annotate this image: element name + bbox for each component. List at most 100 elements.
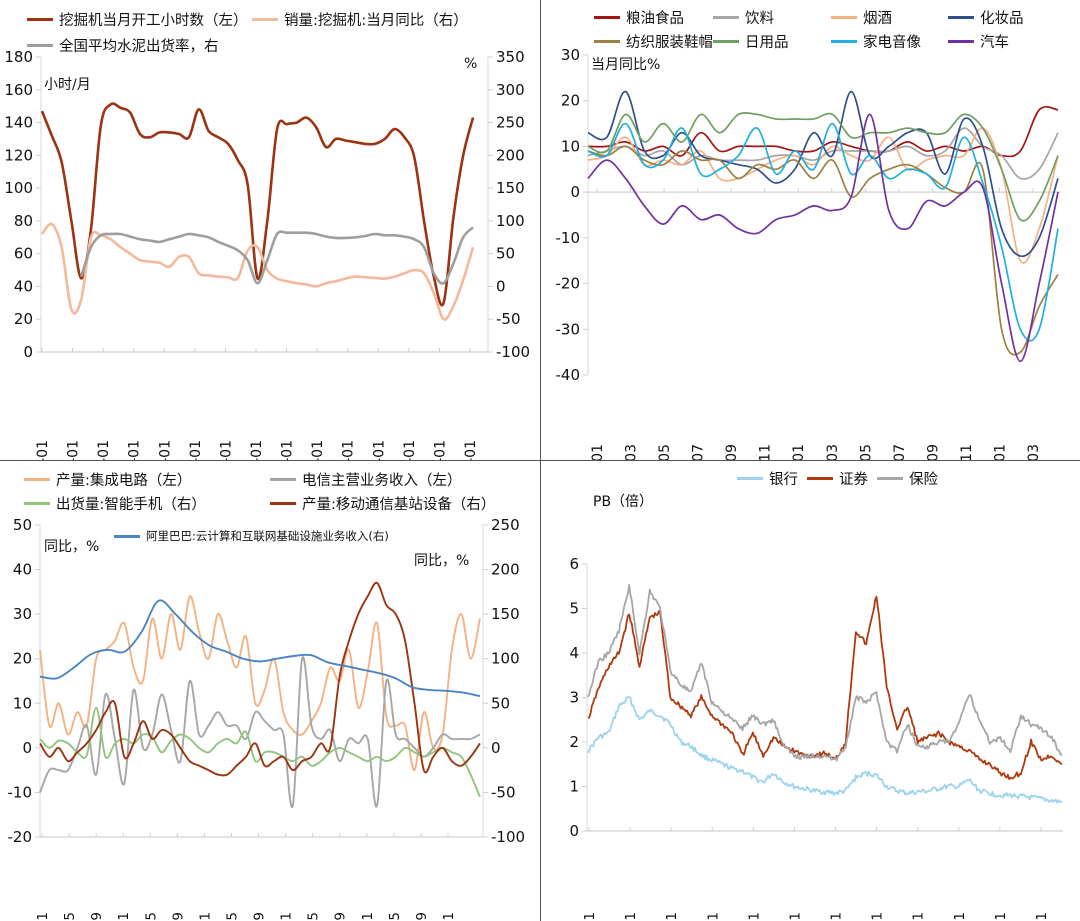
y-tick-label: 20 [14, 310, 33, 328]
chart-retail-sales: 粮油食品 饮料 烟酒 化妆品 纺织服装鞋帽 日用品 家电音像 汽车 当月同比% … [541, 0, 1080, 460]
legend-swatch [807, 477, 833, 480]
y-tick-label: 10 [13, 694, 32, 712]
y-tick-label: 1 [569, 778, 579, 796]
y-right-tick-label: -50 [491, 783, 516, 801]
y-tick-label: 0 [22, 739, 32, 757]
legend-swatch [831, 16, 857, 19]
y-tick-label: 160 [4, 81, 33, 99]
series-line-1 [39, 595, 481, 772]
y-right-tick-label: 250 [496, 114, 525, 132]
legend-item: 产量:集成电路（左） [24, 469, 191, 490]
legend-swatch [270, 502, 296, 505]
y-tick-label: 180 [4, 48, 33, 66]
y-tick-label: -20 [556, 275, 581, 293]
x-tick-label: 2019-03-01 [249, 440, 265, 460]
y-right-tick-label: 200 [496, 146, 525, 164]
x-tick-label: 2018-03 [624, 444, 640, 460]
x-tick-label: 2017-05 [224, 912, 240, 921]
x-tick-label: 2020-01 [1034, 912, 1050, 921]
legend-swatch [27, 44, 53, 47]
y-right-tick-label: 100 [496, 212, 525, 230]
legend-item: 挖掘机当月开工小时数（左） [27, 9, 248, 30]
legend-label: 保险 [909, 472, 938, 488]
y-tick-label: 60 [14, 245, 33, 263]
y-tick-label: 0 [569, 822, 579, 840]
y-right-tick-label: -100 [496, 343, 530, 361]
y-axis-label: 小时/月 [44, 77, 91, 93]
x-tick-label: 2016-09 [170, 912, 186, 921]
legend-label: 电信主营业务收入（左） [302, 473, 462, 489]
legend-label: 全国平均水泥出货率，右 [59, 39, 219, 55]
legend-swatch [948, 40, 974, 43]
y-axis-right-label: % [464, 56, 478, 72]
legend-label: 阿里巴巴:云计算和互联网基础设施业务收入(右) [146, 529, 389, 543]
legend-swatch [24, 478, 50, 481]
series-line-5 [39, 599, 481, 698]
legend-item: 银行 [737, 468, 798, 489]
legend-label: 出货量:智能手机（右） [56, 497, 206, 513]
legend-label: 汽车 [980, 35, 1009, 51]
x-tick-label: 2018-03-01 [66, 440, 82, 460]
y-tick-label: -40 [556, 366, 581, 384]
y-right-tick-label: 0 [496, 277, 506, 295]
x-tick-label: 2020-05-01 [463, 440, 479, 460]
panel-divider-horizontal [0, 460, 1080, 461]
x-tick-label: 2018-01-01 [35, 440, 51, 460]
x-tick-label: 2019-01-01 [218, 440, 234, 460]
legend-item: 化妆品 [948, 7, 1024, 28]
legend-label: 粮油食品 [626, 11, 684, 27]
y-right-tick-label: 300 [496, 81, 525, 99]
chart-financial-pb: 银行 证券 保险 PB（倍） 01234562009-012010-012011… [541, 461, 1080, 921]
chart-plot: -40 -30 -20 -10 0 10 20 30 2018-01 2018-03 2018-05… [556, 46, 1061, 460]
legend-swatch [948, 16, 974, 19]
chart-tech-telecom: 产量:集成电路（左） 电信主营业务收入（左） 出货量:智能手机（右） 产量:移动… [0, 461, 540, 921]
y-tick-label: -10 [556, 229, 581, 247]
y-tick-label: 30 [561, 46, 580, 64]
legend-item: 电信主营业务收入（左） [270, 469, 462, 490]
series-line-3 [79, 226, 474, 285]
x-tick-label: 2019-05-01 [280, 440, 296, 460]
x-tick-label: 2011-01 [664, 912, 680, 921]
legend-item: 阿里巴巴:云计算和互联网基础设施业务收入(右) [114, 528, 389, 544]
chart-plot: -20-1001020304050-100-500501001502002502… [8, 516, 526, 921]
x-tick-label: 2017-01 [911, 912, 927, 921]
y-tick-label: 20 [561, 92, 580, 110]
y-tick-label: 10 [561, 137, 580, 155]
legend-swatch [270, 478, 296, 481]
y-right-tick-label: 150 [491, 605, 520, 623]
legend-swatch [24, 502, 50, 505]
legend-swatch [114, 534, 140, 538]
x-tick-label: 2019-05 [858, 444, 874, 460]
y-tick-label: 0 [23, 343, 33, 361]
y-tick-label: -20 [8, 828, 33, 846]
x-tick-label: 2017-09 [252, 912, 268, 921]
x-tick-label: 2015-01 [829, 912, 845, 921]
x-tick-label: 2019-01 [360, 912, 376, 921]
x-tick-label: 2019-09 [414, 912, 430, 921]
x-tick-label: 2019-09 [925, 444, 941, 460]
x-tick-label: 2020-01 [992, 444, 1008, 460]
x-tick-label: 2018-05-01 [96, 440, 112, 460]
x-tick-label: 2019-07-01 [310, 440, 326, 460]
y-tick-label: 4 [569, 644, 579, 662]
series-line-2 [39, 656, 481, 809]
x-tick-label: 2016-01 [870, 912, 886, 921]
x-tick-label: 2016-01 [116, 912, 132, 921]
y-right-tick-label: -50 [496, 310, 521, 328]
legend-swatch [877, 477, 903, 480]
legend-swatch [27, 18, 53, 21]
legend-swatch [594, 16, 620, 19]
legend-item: 汽车 [948, 31, 1009, 52]
y-axis-right-label: 同比，% [414, 553, 470, 569]
series-line-8 [587, 113, 1059, 363]
legend-item: 证券 [807, 468, 868, 489]
y-tick-label: 80 [14, 212, 33, 230]
x-tick-label: 2019-11 [959, 444, 975, 460]
x-tick-label: 2018-01 [279, 912, 295, 921]
legend-label: 产量:集成电路（左） [56, 473, 192, 489]
y-tick-label: 20 [13, 650, 32, 668]
y-right-tick-label: -100 [491, 828, 525, 846]
legend-label: 纺织服装鞋帽 [626, 35, 713, 51]
x-tick-label: 2010-01 [623, 912, 639, 921]
